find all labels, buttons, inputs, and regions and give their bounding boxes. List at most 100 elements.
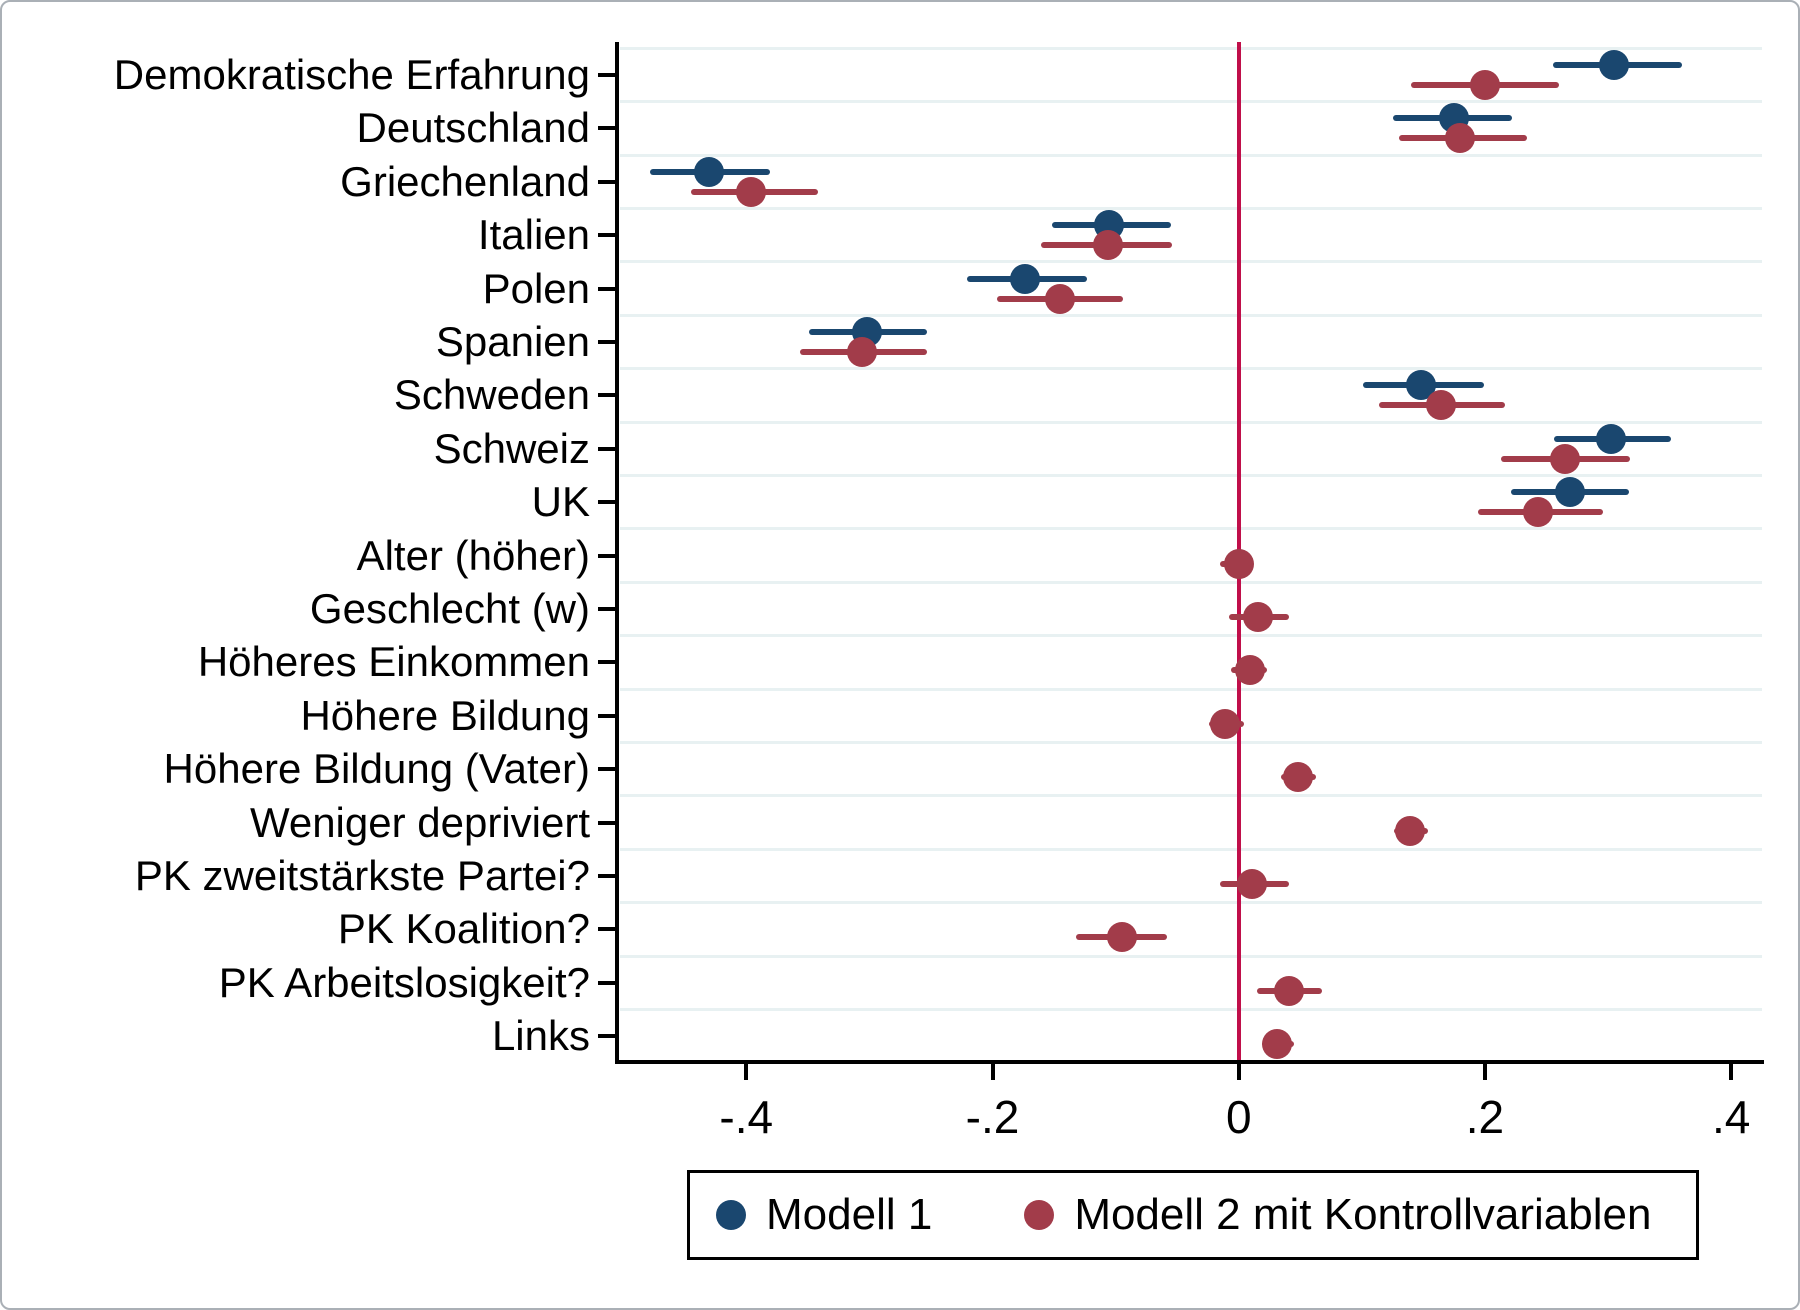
y-axis-tick [598, 1034, 615, 1039]
gridline [620, 207, 1762, 210]
y-axis-tick [598, 767, 615, 772]
x-axis-tick-label: .2 [1465, 1091, 1505, 1143]
gridline [620, 794, 1762, 798]
point-marker [1394, 815, 1425, 846]
gridline [620, 687, 1762, 691]
gridline [620, 46, 1762, 50]
point-marker [1550, 443, 1580, 474]
gridline [620, 474, 1762, 477]
x-axis-tick [1729, 1062, 1734, 1080]
model1-dot-icon [716, 1200, 746, 1230]
y-axis-label: Weniger depriviert [249, 798, 590, 846]
y-axis-line [615, 42, 619, 1064]
y-axis-label: PK Koalition? [337, 905, 590, 953]
point-marker [847, 337, 877, 367]
gridline [620, 954, 1762, 958]
x-axis-tick-label: -.2 [965, 1091, 1020, 1143]
legend-item-model2: Modell 2 mit Kontrollvariablen [1024, 1193, 1651, 1237]
point-marker [1093, 230, 1124, 261]
point-marker [1261, 1029, 1292, 1060]
x-axis-line [615, 1060, 1764, 1064]
y-axis-label: Demokratische Erfahrung [113, 51, 590, 98]
y-axis-label: Alter (höher) [356, 531, 590, 579]
y-axis-tick [598, 179, 615, 184]
point-marker [1274, 975, 1305, 1006]
y-axis-label: Höhere Bildung (Vater) [163, 745, 590, 793]
point-marker [1599, 50, 1630, 80]
y-axis-label: Spanien [435, 318, 590, 365]
y-axis-label: Höheres Einkommen [197, 638, 590, 686]
gridline [620, 100, 1762, 104]
gridline [620, 260, 1762, 264]
y-axis-tick [598, 286, 615, 291]
y-axis-label: Höhere Bildung [300, 691, 590, 739]
x-axis-tick-label: 0 [1225, 1091, 1252, 1143]
point-marker [1237, 869, 1268, 899]
y-axis-tick [598, 713, 615, 718]
y-axis-tick [598, 820, 615, 825]
point-marker [1554, 477, 1585, 508]
point-marker [694, 156, 725, 187]
gridline [620, 901, 1762, 905]
gridline [620, 527, 1762, 531]
y-axis-tick [598, 340, 615, 344]
gridline [620, 1008, 1762, 1011]
y-axis-tick [598, 927, 615, 932]
y-axis-tick [598, 73, 615, 77]
x-axis-tick [744, 1062, 749, 1080]
point-marker [1469, 70, 1500, 100]
point-marker [1234, 655, 1265, 686]
y-axis-tick [598, 393, 615, 398]
y-axis-label: Deutschland [356, 104, 590, 152]
y-axis-tick [598, 874, 615, 878]
y-axis-tick [598, 446, 615, 451]
y-axis-label: Schweden [393, 371, 590, 419]
model2-dot-icon [1024, 1200, 1055, 1230]
point-marker [1243, 602, 1274, 632]
y-axis-label: PK zweitstärkste Partei? [134, 852, 590, 899]
y-axis-tick [598, 607, 615, 611]
point-marker [1009, 263, 1040, 294]
point-marker [1445, 123, 1476, 154]
point-marker [1425, 390, 1456, 421]
y-axis-label: Griechenland [340, 157, 590, 205]
y-axis-label: Links [491, 1012, 590, 1060]
y-axis-label: Italien [477, 211, 590, 259]
y-axis-tick [598, 553, 615, 558]
point-marker [1282, 762, 1313, 793]
gridline [620, 634, 1762, 638]
point-marker [1045, 283, 1076, 314]
y-axis-label: PK Arbeitslosigkeit? [218, 958, 590, 1006]
y-axis-tick [598, 126, 615, 131]
y-axis-label: Schweiz [433, 424, 590, 472]
x-axis-tick [990, 1062, 995, 1080]
y-axis-label: Polen [482, 264, 590, 312]
x-axis-tick-label: -.4 [719, 1091, 774, 1143]
legend-item-model1: Modell 1 [716, 1193, 932, 1237]
y-axis-tick [598, 660, 615, 665]
legend-label-model1: Modell 1 [766, 1190, 933, 1239]
point-marker [1522, 497, 1553, 528]
y-axis-tick [598, 980, 615, 985]
point-marker [1210, 708, 1241, 739]
legend-label-model2: Modell 2 mit Kontrollvariablen [1074, 1190, 1652, 1239]
y-axis-label: UK [531, 478, 590, 526]
x-axis-tick [1482, 1062, 1487, 1080]
point-marker [1223, 548, 1254, 579]
gridline [620, 367, 1762, 371]
x-axis-tick-label: .4 [1712, 1091, 1751, 1143]
gridline [620, 741, 1762, 744]
gridline [620, 580, 1762, 584]
gridline [620, 153, 1762, 157]
gridline [620, 847, 1762, 851]
point-marker [1595, 423, 1626, 454]
y-axis-tick [598, 233, 615, 238]
y-axis-label: Geschlecht (w) [309, 585, 590, 632]
point-marker [1106, 922, 1137, 953]
gridline [620, 420, 1762, 424]
point-marker [736, 176, 767, 207]
legend: Modell 1 Modell 2 mit Kontrollvariablen [687, 1170, 1699, 1260]
y-axis-tick [598, 500, 615, 505]
